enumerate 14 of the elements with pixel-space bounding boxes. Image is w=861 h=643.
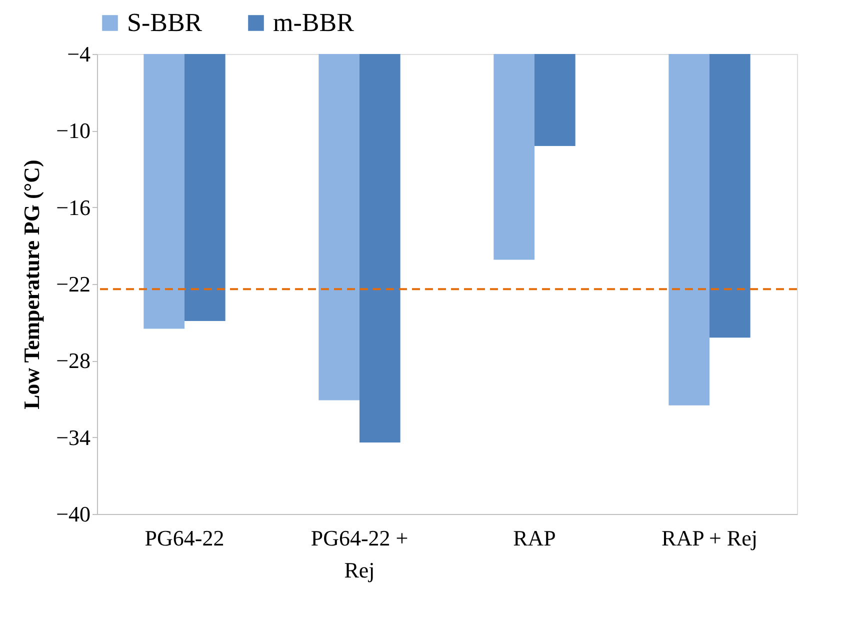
- legend-label: S-BBR: [127, 8, 203, 37]
- y-axis-title: Low Temperature PG (°C): [19, 160, 44, 410]
- legend-label: m-BBR: [273, 8, 355, 37]
- y-tick-label: −4: [67, 42, 90, 66]
- y-tick-label: −40: [56, 502, 90, 526]
- y-tick-label: −22: [56, 272, 90, 296]
- y-tick-label: −34: [56, 424, 90, 450]
- x-tick-label: PG64-22 + Rej: [310, 526, 408, 582]
- y-tick-label: −28: [56, 348, 90, 374]
- y-tick-label: −10: [56, 118, 90, 144]
- x-tick-label: PG64-22: [144, 526, 224, 550]
- x-tick-label: RAP + Rej: [662, 526, 758, 550]
- x-tick-label: RAP: [513, 526, 556, 550]
- y-tick-label: −16: [56, 194, 90, 220]
